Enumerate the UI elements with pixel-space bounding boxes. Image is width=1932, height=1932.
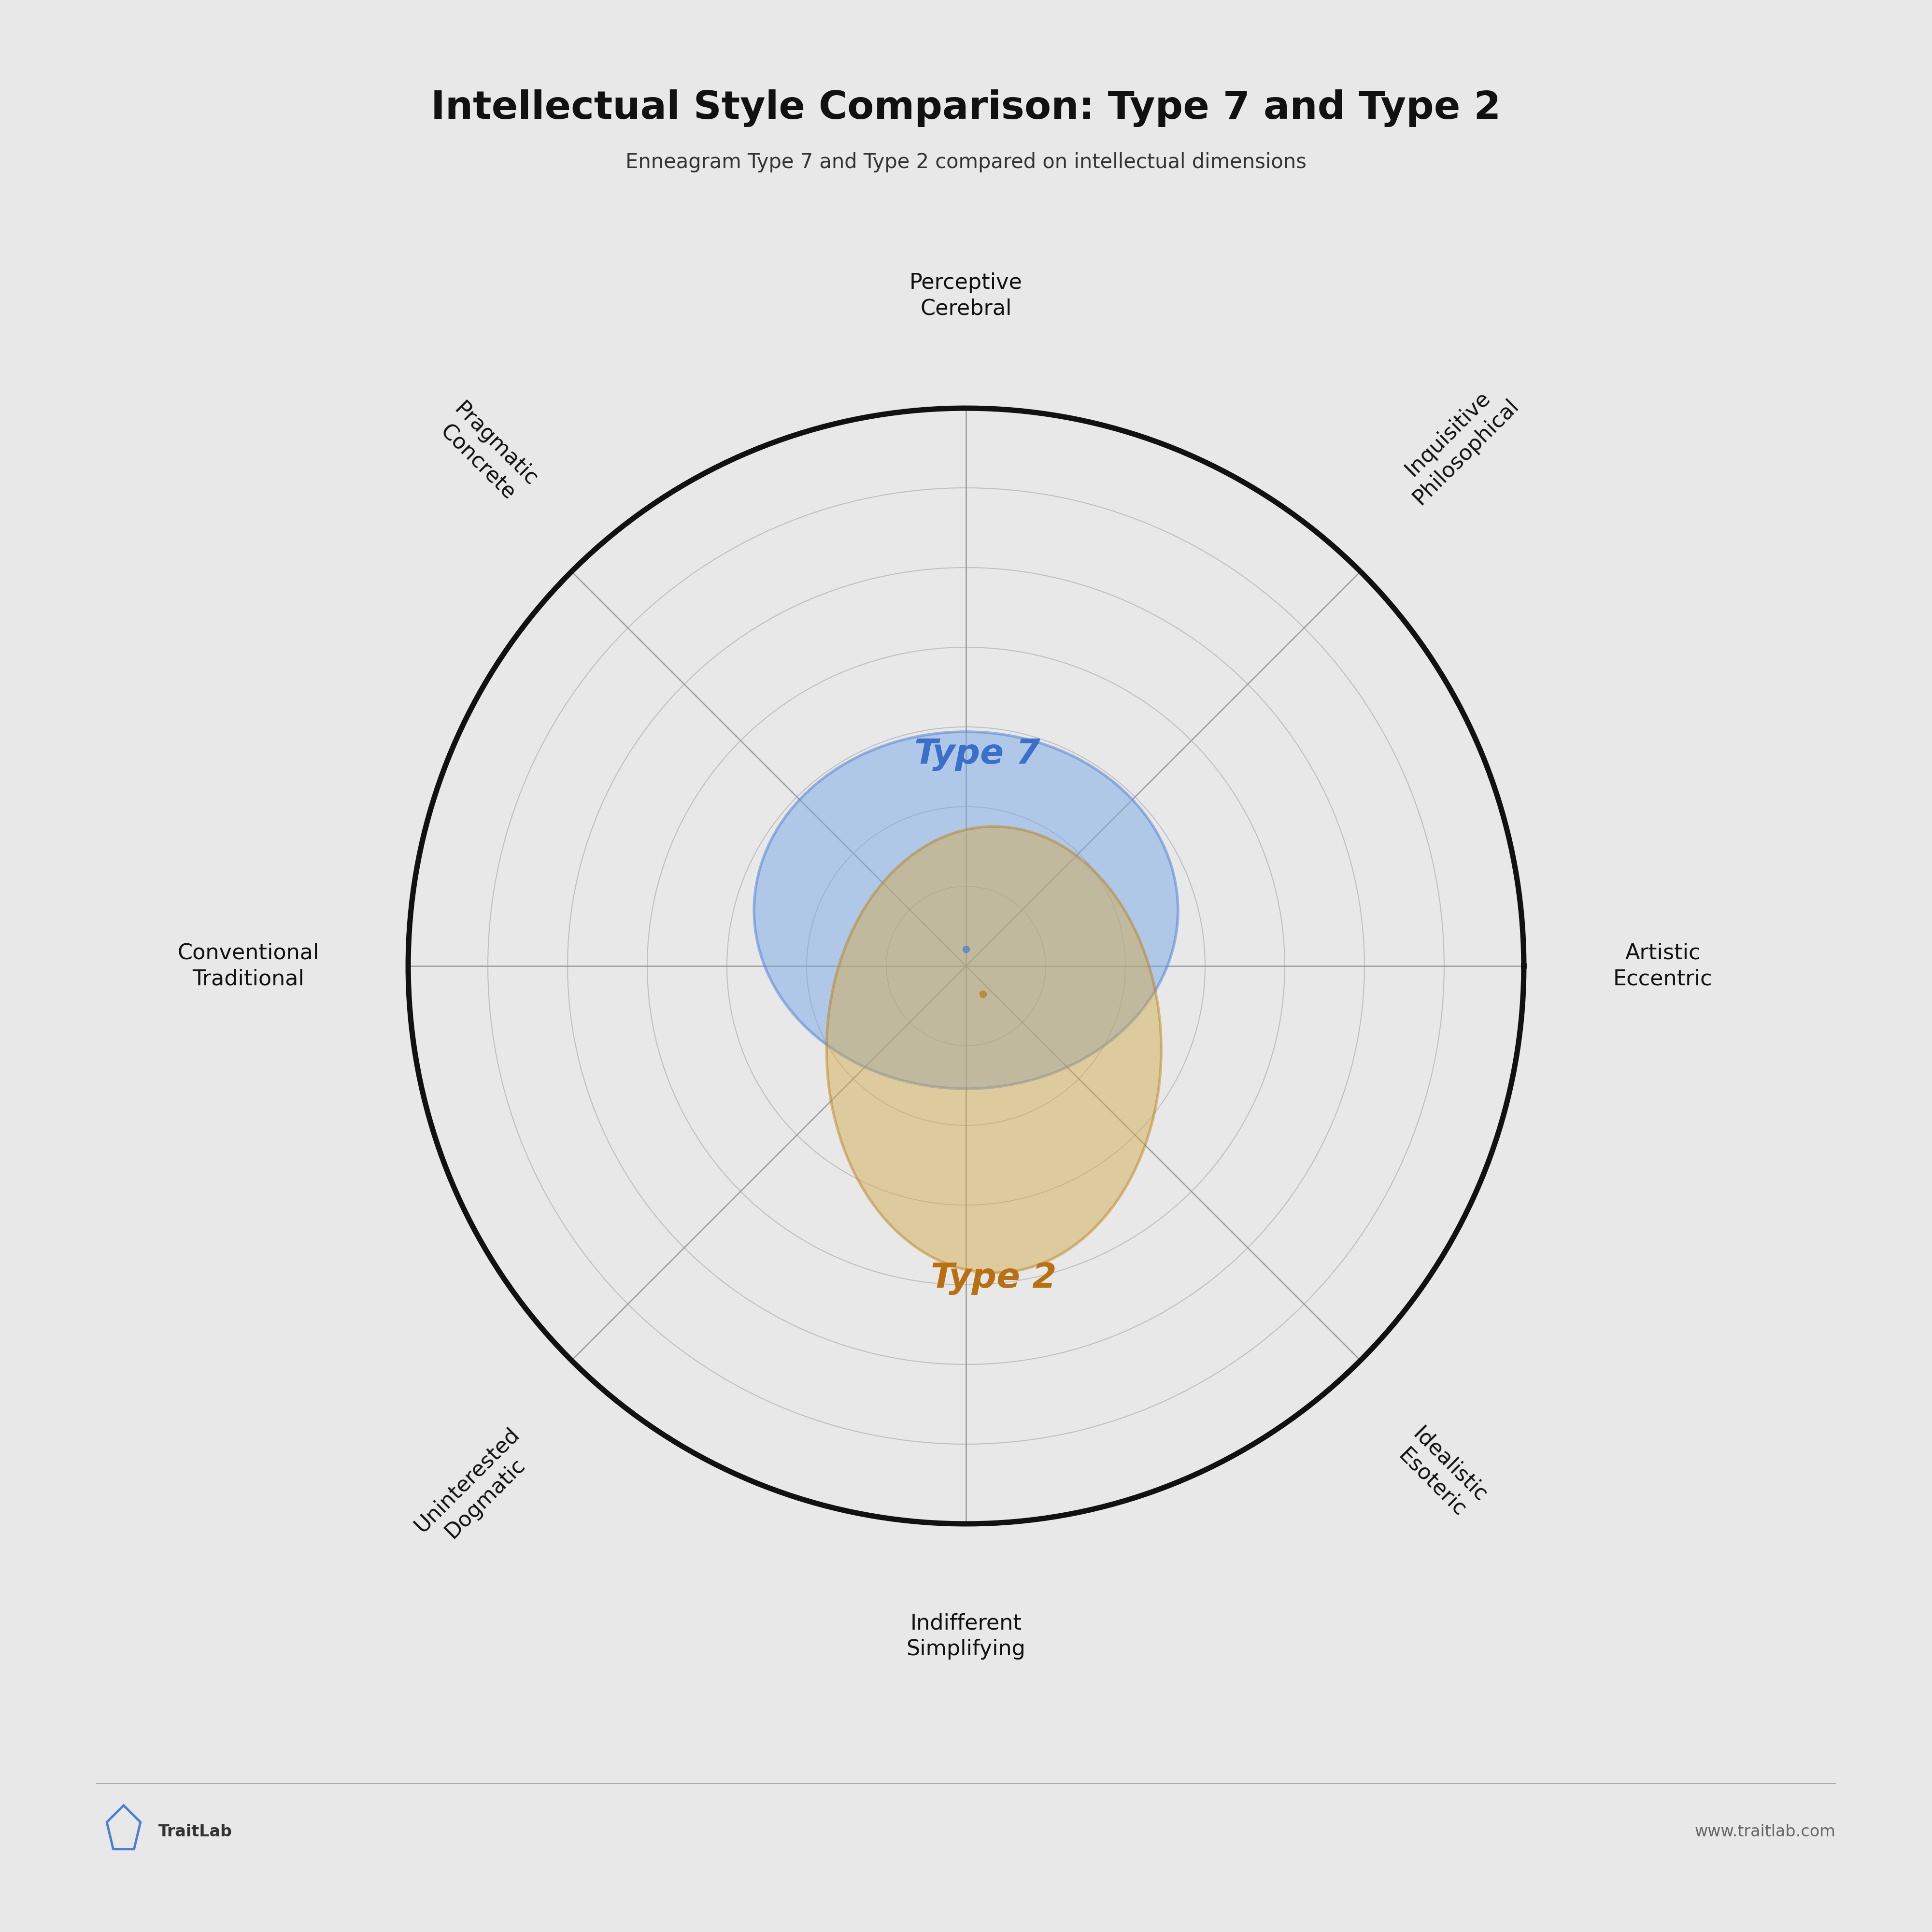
Text: Inquisitive
Philosophical: Inquisitive Philosophical [1391,377,1522,508]
Text: Artistic
Eccentric: Artistic Eccentric [1613,943,1712,989]
Text: Enneagram Type 7 and Type 2 compared on intellectual dimensions: Enneagram Type 7 and Type 2 compared on … [626,153,1306,172]
Text: Type 7: Type 7 [914,738,1039,771]
Text: Conventional
Traditional: Conventional Traditional [178,943,319,989]
Ellipse shape [753,732,1179,1090]
Text: www.traitlab.com: www.traitlab.com [1694,1824,1835,1839]
Text: Indifferent
Simplifying: Indifferent Simplifying [906,1613,1026,1660]
Text: TraitLab: TraitLab [158,1824,232,1839]
Text: Uninterested
Dogmatic: Uninterested Dogmatic [410,1424,541,1555]
Text: Pragmatic
Concrete: Pragmatic Concrete [431,398,541,508]
Text: Type 2: Type 2 [931,1262,1057,1294]
Text: Intellectual Style Comparison: Type 7 and Type 2: Intellectual Style Comparison: Type 7 an… [431,89,1501,128]
Text: Perceptive
Cerebral: Perceptive Cerebral [910,272,1022,319]
Ellipse shape [827,827,1161,1273]
Text: Idealistic
Esoteric: Idealistic Esoteric [1391,1424,1492,1524]
